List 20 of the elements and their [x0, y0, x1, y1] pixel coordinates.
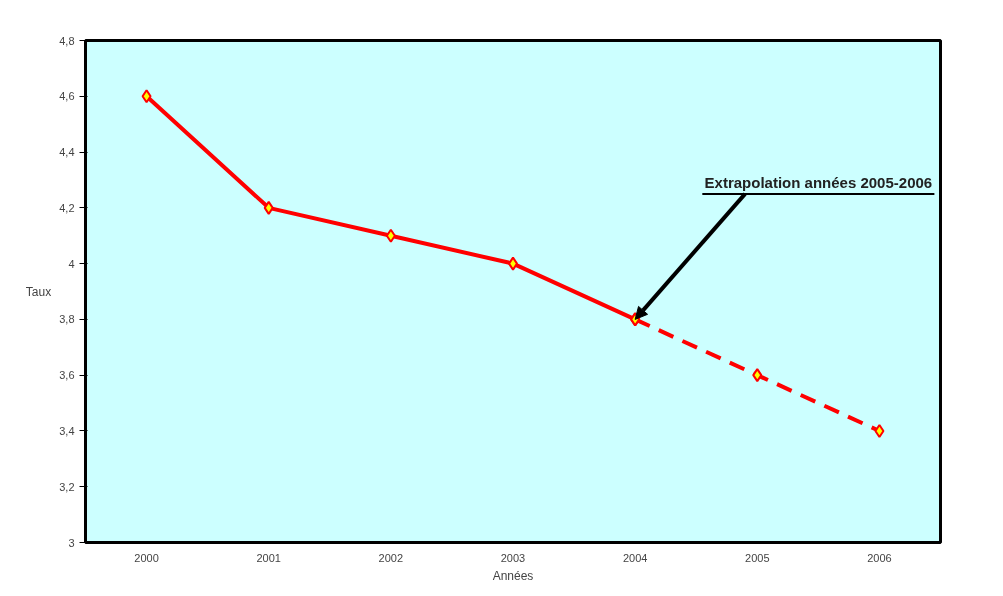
y-tick-label: 4,4	[59, 146, 75, 159]
annotation: Extrapolation années 2005-2006	[704, 174, 933, 192]
y-tick-label: 3	[68, 536, 75, 549]
y-tick-label: 4,2	[59, 201, 75, 214]
x-tick-label: 2006	[867, 551, 892, 564]
y-tick-label: 3,8	[59, 313, 75, 326]
x-axis-title: Années	[492, 568, 534, 583]
x-tick-label: 2001	[256, 551, 281, 564]
y-tick-label: 4,8	[59, 34, 75, 47]
y-tick-label: 3,6	[59, 369, 75, 382]
y-axis-title: Taux	[25, 284, 52, 299]
x-tick-label: 2004	[622, 551, 648, 564]
x-tick-label: 2002	[378, 551, 404, 564]
y-tick-label: 4	[68, 257, 75, 270]
y-tick-label: 4,6	[59, 90, 75, 103]
y-tick-label: 3,4	[59, 424, 75, 437]
x-tick-label: 2000	[134, 551, 159, 564]
y-tick-label: 3,2	[59, 480, 75, 493]
x-tick-label: 2005	[745, 551, 770, 564]
x-tick-label: 2003	[500, 551, 526, 564]
